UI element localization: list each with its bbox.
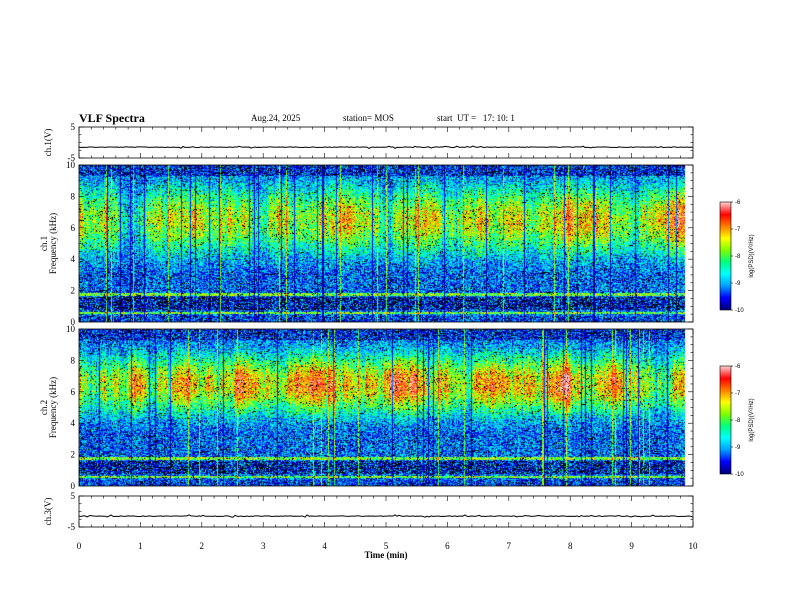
ch3-waveform-ylabel: ch.3(V) <box>43 498 53 526</box>
ch2-spectrogram-colorbar-tick-label: -6 <box>735 364 741 370</box>
ch1-waveform-ylabel: ch.1(V) <box>43 129 53 157</box>
x-tick-label: 6 <box>445 541 450 551</box>
ch2-spectrogram-channel-label: ch.2 <box>39 400 49 415</box>
ch2-spectrogram-ytick-label: 6 <box>71 387 76 397</box>
ch1-spectrogram-ylabel: Frequency (kHz) <box>48 213 58 274</box>
ch2-spectrogram-heatmap <box>79 329 693 486</box>
ch2-spectrogram-ylabel: Frequency (kHz) <box>48 377 58 438</box>
ch1-spectrogram-ytick-label: 0 <box>71 317 76 327</box>
ch1-waveform-ytick-label: 5 <box>71 122 76 132</box>
ch1-spectrogram-colorbar-tick-label: -6 <box>735 200 741 206</box>
ch1-spectrogram-channel-label: ch.1 <box>39 236 49 251</box>
ch2-spectrogram-ytick-label: 4 <box>71 418 76 428</box>
x-tick-label: 4 <box>322 541 327 551</box>
ch1-spectrogram-ytick-label: 4 <box>71 254 76 264</box>
x-tick-label: 2 <box>200 541 205 551</box>
ch1-spectrogram-colorbar-label: log(PSD)(V²/Hz) <box>749 234 755 277</box>
ch2-spectrogram-ytick-label: 8 <box>71 355 76 365</box>
ch1-spectrogram-colorbar-tick-label: -8 <box>735 254 741 260</box>
x-tick-label: 0 <box>77 541 82 551</box>
spectrogram-images <box>78 145 731 518</box>
station-label: station= MOS <box>343 113 394 123</box>
x-tick-label: 7 <box>507 541 512 551</box>
date-label: Aug.24, 2025 <box>251 113 301 123</box>
ch1-spectrogram-ytick-label: 8 <box>71 191 76 201</box>
x-tick-label: 1 <box>138 541 143 551</box>
ch2-spectrogram-colorbar-tick-label: -8 <box>735 418 741 424</box>
x-tick-label: 9 <box>629 541 634 551</box>
ch1-spectrogram-colorbar <box>720 202 731 310</box>
ch3-waveform-ytick-label: -5 <box>68 522 76 532</box>
axis-ticks <box>78 126 733 528</box>
ch1-spectrogram-colorbar-tick-label: -7 <box>735 227 741 233</box>
x-tick-label: 3 <box>261 541 266 551</box>
ch3-waveform-ytick-label: 5 <box>71 491 76 501</box>
ch3-waveform-trace <box>78 514 694 518</box>
ch2-spectrogram-colorbar-tick-label: -9 <box>735 445 741 451</box>
ch1-waveform-ytick-label: -5 <box>68 153 76 163</box>
ch2-spectrogram-ytick-label: 2 <box>71 450 76 460</box>
x-tick-label: 10 <box>689 541 699 551</box>
ch1-spectrogram-colorbar-tick-label: -9 <box>735 281 741 287</box>
ch2-spectrogram-colorbar-tick-label: -7 <box>735 391 741 397</box>
x-tick-label: 8 <box>568 541 573 551</box>
ch2-spectrogram-colorbar <box>720 366 731 474</box>
ch2-spectrogram-ytick-label: 0 <box>71 481 76 491</box>
ch2-spectrogram-colorbar-tick-label: -10 <box>735 472 744 478</box>
axis-labels: 5 -5 ch.1(V) -6 -7 -8 -9 -10 log(PSD)(V²/Hz) 0 2 4 6… <box>39 122 755 560</box>
ch2-spectrogram-ytick-label: 10 <box>66 324 76 334</box>
ch1-spectrogram-colorbar-tick-label: -10 <box>735 308 744 314</box>
chart-title: VLF Spectra <box>79 111 145 125</box>
start-time-label: start UT = 17: 10: 1 <box>437 113 515 123</box>
x-tick-label: 5 <box>384 541 389 551</box>
ch1-spectrogram-ytick-label: 2 <box>71 286 76 296</box>
ch2-spectrogram-colorbar-label: log(PSD)(V²/Hz) <box>749 398 755 441</box>
ch1-waveform-trace <box>78 145 694 149</box>
ch1-spectrogram-ytick-label: 6 <box>71 223 76 233</box>
ch1-spectrogram-heatmap <box>79 165 693 322</box>
x-axis-label: Time (min) <box>364 550 407 560</box>
ch1-spectrogram-ytick-label: 10 <box>66 160 76 170</box>
